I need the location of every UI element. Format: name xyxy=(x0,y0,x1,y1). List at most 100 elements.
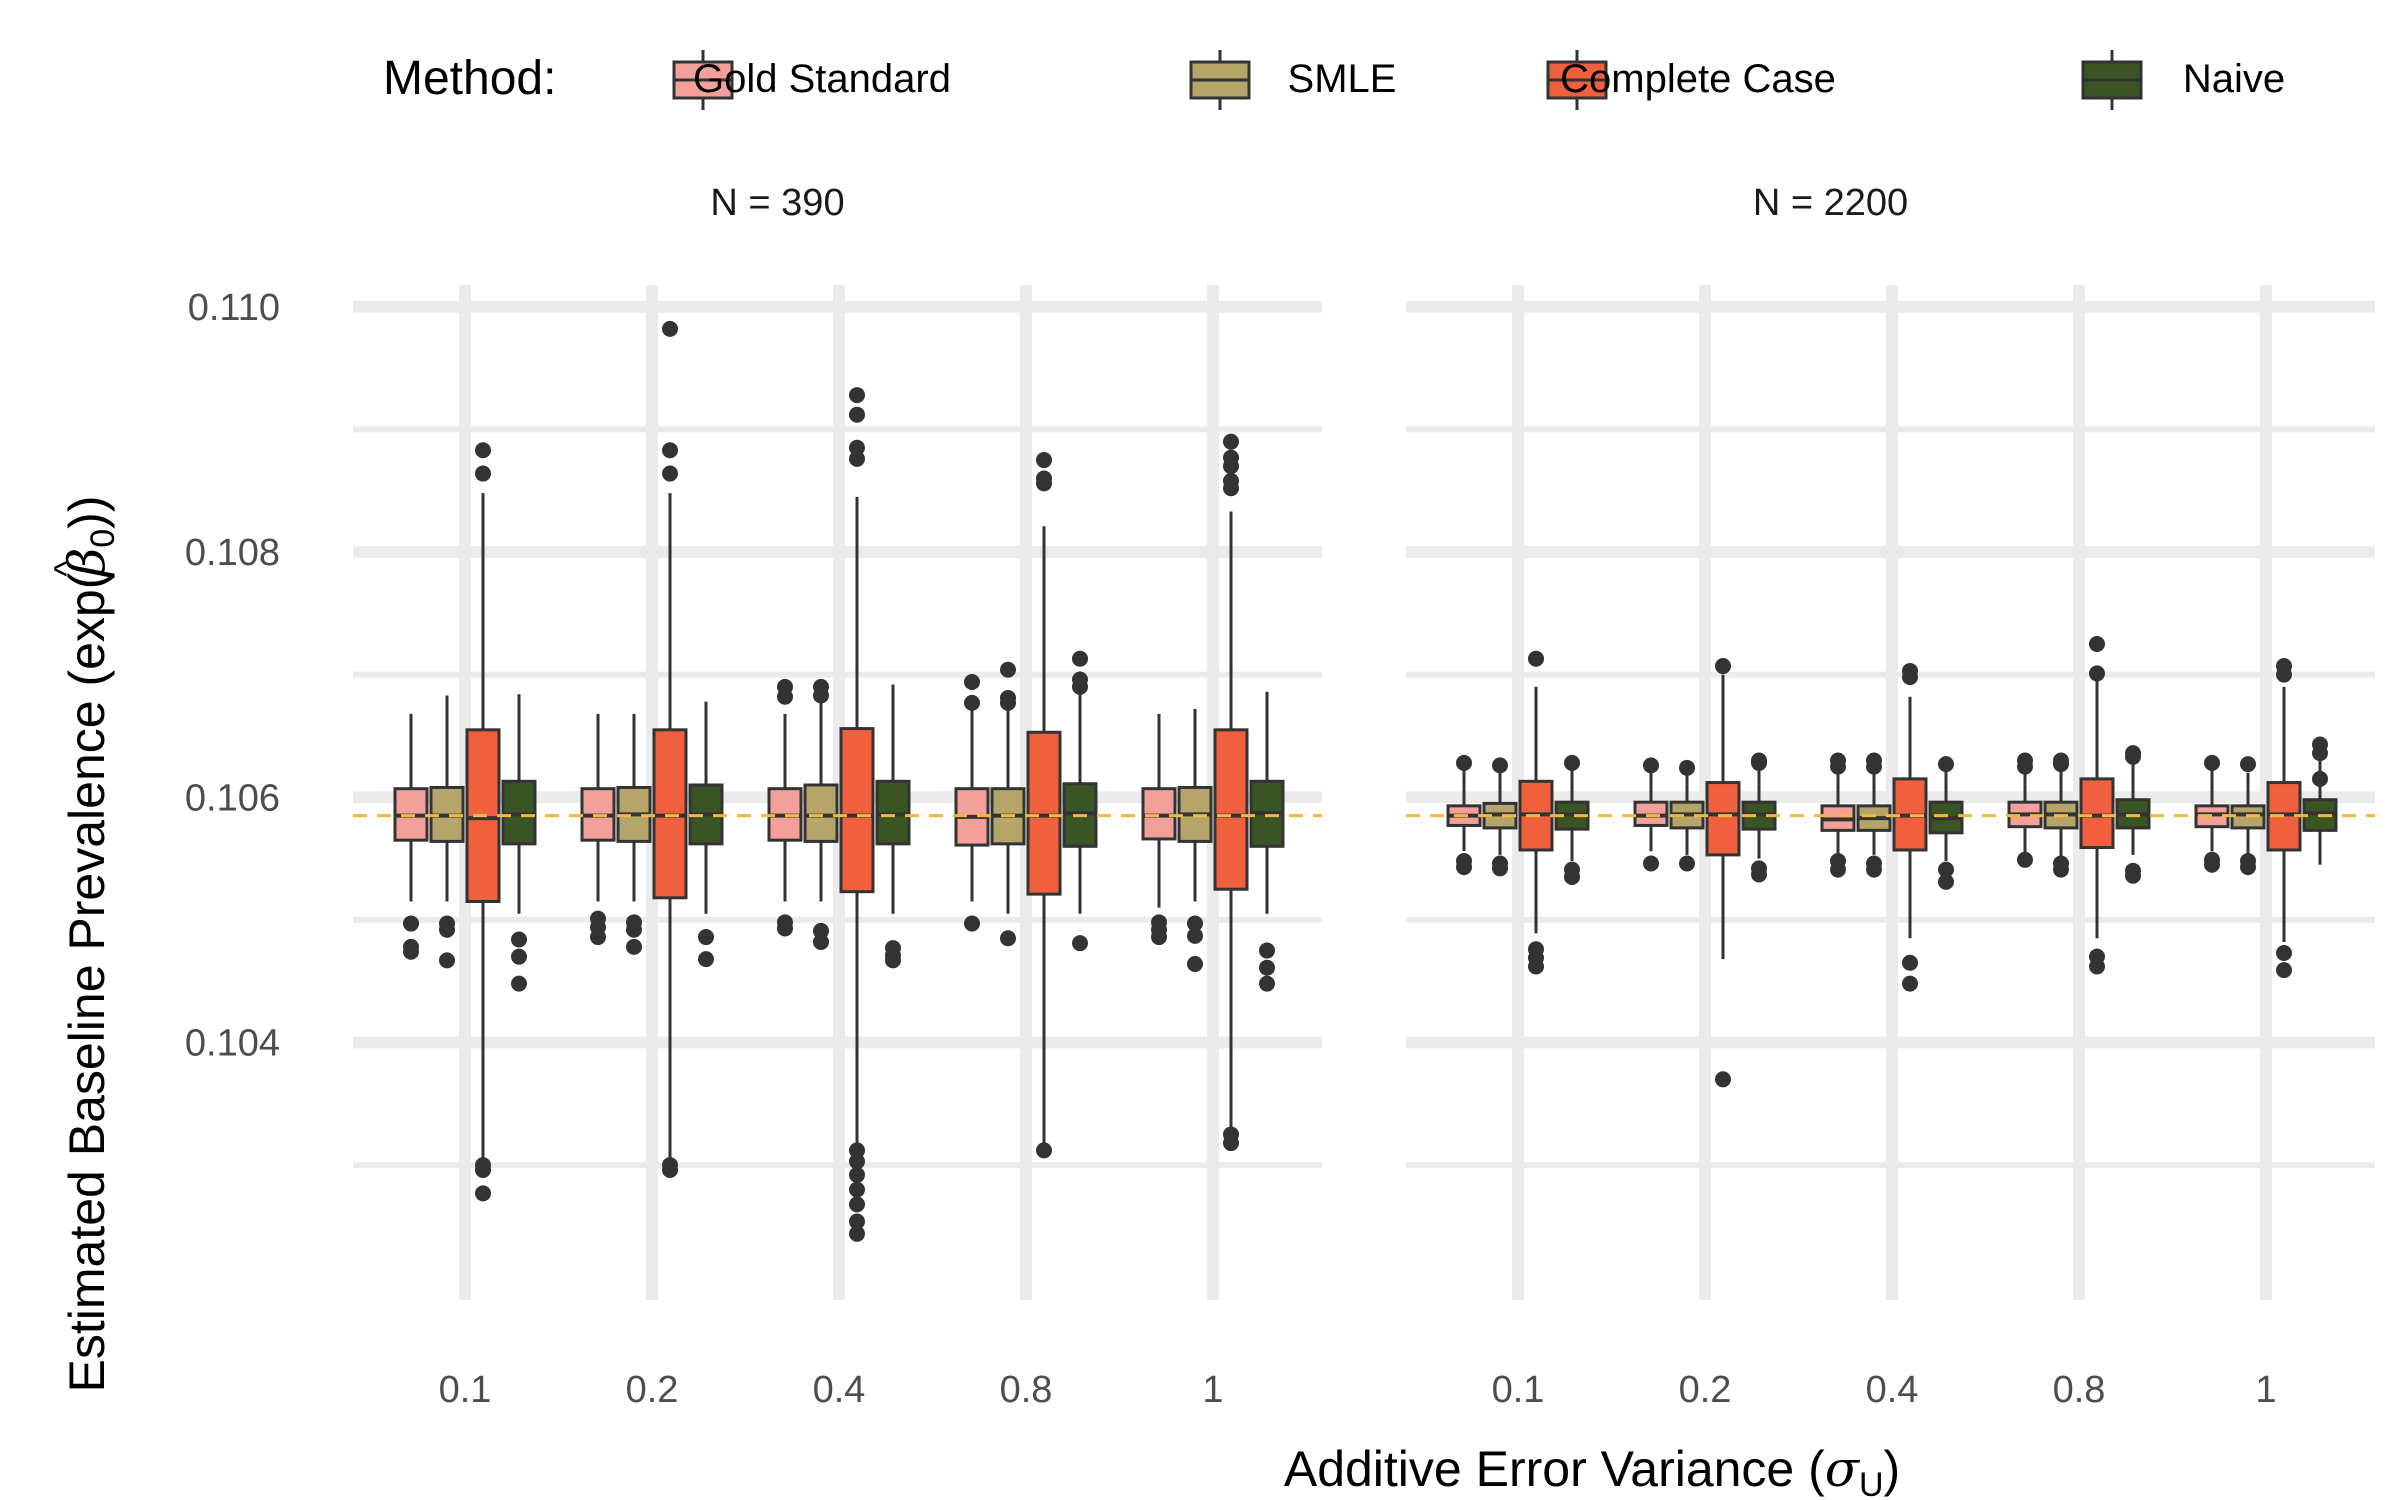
outlier-point xyxy=(698,951,714,968)
outlier-point xyxy=(1902,954,1918,971)
box-naive xyxy=(1554,754,1590,885)
outlier-point xyxy=(849,387,865,404)
y-axis-title-prefix: Estimated Baseline Prevalence (exp( xyxy=(59,572,115,1392)
box-naive xyxy=(688,701,724,968)
outlier-point xyxy=(1187,956,1203,973)
outlier-point xyxy=(1000,930,1016,947)
box-naive xyxy=(1928,756,1964,890)
legend-title: Method: xyxy=(383,52,556,105)
box-naive xyxy=(1249,691,1285,992)
panel-n-390: N = 390 0.1 0.2 0.4 0.8 1 xyxy=(353,182,1322,1411)
outlier-point xyxy=(2276,666,2292,683)
outlier-point xyxy=(2204,754,2220,771)
x-tick-label: 0.8 xyxy=(1000,1369,1053,1411)
box-naive xyxy=(1741,752,1777,883)
box-complete-case xyxy=(1892,662,1928,992)
box-gold-standard xyxy=(1141,713,1177,946)
outlier-point xyxy=(1751,754,1767,771)
box-gold-standard xyxy=(954,674,990,932)
outlier-point xyxy=(813,922,829,939)
outlier-point xyxy=(849,1181,865,1198)
outlier-point xyxy=(849,1196,865,1213)
box-gold-standard xyxy=(2007,752,2043,868)
y-axis-title: Estimated Baseline Prevalence (exp(^β0)) xyxy=(48,496,122,1393)
outlier-point xyxy=(1223,1135,1239,1152)
outlier-point xyxy=(1715,658,1731,675)
y-axis-title-hat: ^ xyxy=(48,561,86,577)
outlier-point xyxy=(1564,868,1580,885)
outlier-point xyxy=(1643,757,1659,774)
legend: Method: Gold Standard SMLE Complete Case Na… xyxy=(383,50,2285,110)
x-axis-title-sigma: σ xyxy=(1825,1440,1861,1498)
outlier-point xyxy=(964,915,980,932)
outlier-point xyxy=(1187,915,1203,932)
panel-title: N = 390 xyxy=(710,182,844,224)
outlier-point xyxy=(2125,867,2141,884)
outlier-point xyxy=(626,921,642,938)
outlier-point xyxy=(1866,861,1882,878)
outlier-point xyxy=(885,952,901,969)
box-iqr xyxy=(1026,730,1062,896)
x-axis-title: Additive Error Variance (σU) xyxy=(1284,1440,1900,1500)
box-iqr xyxy=(2079,777,2115,850)
x-axis-title-suffix: ) xyxy=(1884,1441,1901,1497)
outlier-point xyxy=(1866,758,1882,775)
outlier-point xyxy=(1151,929,1167,946)
outlier-point xyxy=(662,465,678,482)
outlier-point xyxy=(1902,669,1918,686)
outlier-point xyxy=(2240,756,2256,773)
outlier-point xyxy=(1036,475,1052,492)
outlier-point xyxy=(1000,661,1016,678)
box-gold-standard xyxy=(767,678,803,937)
outlier-point xyxy=(849,450,865,467)
box-iqr xyxy=(1705,781,1741,857)
x-tick-label: 0.4 xyxy=(813,1369,866,1411)
outlier-point xyxy=(2276,944,2292,961)
box-smle xyxy=(429,695,465,969)
outlier-point xyxy=(1679,759,1695,776)
x-axis-title-prefix: Additive Error Variance ( xyxy=(1284,1441,1825,1497)
outlier-point xyxy=(964,674,980,690)
outlier-point xyxy=(1564,754,1580,771)
outlier-point xyxy=(1751,866,1767,883)
outlier-point xyxy=(849,1166,865,1183)
panel-n-2200: N = 2200 0.1 0.2 0.4 0.8 1 xyxy=(1406,182,2375,1411)
x-tick-label: 0.2 xyxy=(1679,1369,1732,1411)
outlier-point xyxy=(849,1213,865,1230)
box-gold-standard xyxy=(2194,754,2230,873)
legend-label-naive: Naive xyxy=(2183,57,2285,101)
box-complete-case xyxy=(1705,658,1741,1088)
outlier-point xyxy=(2125,748,2141,765)
outlier-point xyxy=(403,943,419,960)
outlier-point xyxy=(511,931,527,948)
outlier-point xyxy=(1492,757,1508,774)
box-smle xyxy=(990,661,1026,947)
outlier-point xyxy=(1000,694,1016,711)
panel-title: N = 2200 xyxy=(1753,182,1908,224)
panel-grid xyxy=(1406,285,2375,1300)
legend-item-complete-case: Complete Case xyxy=(1546,50,1836,110)
y-tick-label: 0.104 xyxy=(185,1023,280,1065)
outlier-point xyxy=(511,948,527,965)
outlier-point xyxy=(813,933,829,950)
outlier-point xyxy=(662,320,678,337)
outlier-point xyxy=(662,442,678,459)
outlier-point xyxy=(2017,758,2033,775)
outlier-point xyxy=(1223,480,1239,497)
box-iqr xyxy=(1213,728,1249,891)
box-naive xyxy=(875,684,911,969)
outlier-point xyxy=(403,915,419,932)
outlier-point xyxy=(662,1162,678,1179)
x-tick-label: 0.8 xyxy=(2053,1369,2106,1411)
box-smle xyxy=(803,678,839,950)
y-axis-title-beta: β xyxy=(58,548,116,579)
box-gold-standard xyxy=(1820,752,1856,878)
box-complete-case xyxy=(1026,452,1062,1159)
box-group-0-1 xyxy=(393,442,537,1202)
outlier-point xyxy=(849,439,865,456)
outlier-point xyxy=(2204,856,2220,873)
outlier-point xyxy=(475,1185,491,1202)
outlier-point xyxy=(1072,678,1088,695)
outlier-point xyxy=(2089,665,2105,682)
y-tick-label: 0.106 xyxy=(185,777,280,819)
